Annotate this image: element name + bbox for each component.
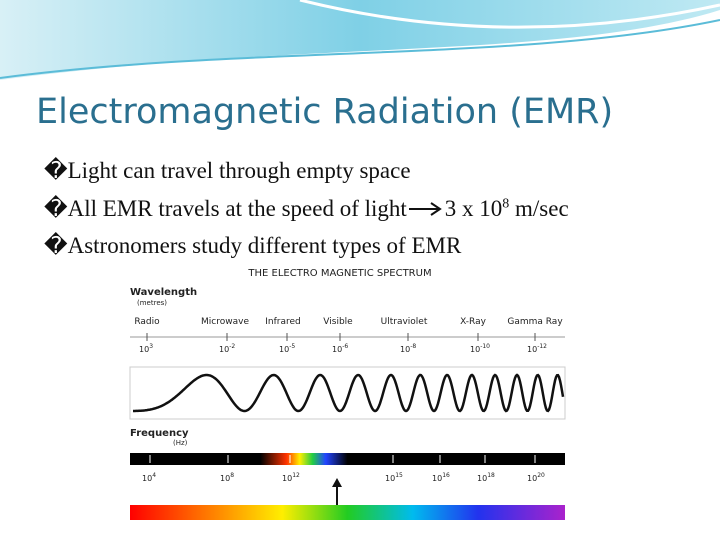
frequency-tick-label: 1012: [282, 472, 300, 483]
frequency-tick-label: 108: [220, 472, 234, 483]
wavelength-tick-label: 10-5: [279, 343, 295, 354]
tick-exponent: 18: [487, 472, 495, 479]
rainbow-bar: [130, 505, 565, 520]
bullet-marker: �: [44, 158, 68, 183]
tick-exponent: 16: [442, 472, 450, 479]
tick-exponent: 4: [152, 472, 156, 479]
tick-base: 10: [282, 474, 292, 483]
bullet-marker: �: [44, 233, 68, 258]
frequency-bar: [130, 453, 565, 465]
header-decoration: [0, 0, 720, 80]
bullet-unit: m/sec: [509, 196, 569, 221]
pointer-arrow-head: [332, 478, 342, 487]
frequency-tick-label: 1015: [385, 472, 403, 483]
tick-base: 10: [279, 345, 289, 354]
slide-title: Electromagnetic Radiation (EMR): [36, 92, 614, 132]
tick-base: 10: [527, 474, 537, 483]
arrow-icon: [408, 202, 442, 216]
frequency-tick-label: 1016: [432, 472, 450, 483]
swoosh-line: [0, 19, 720, 79]
tick-base: 10: [432, 474, 442, 483]
wavelength-tick-label: 10-6: [332, 343, 348, 354]
axis-label: Frequency: [130, 428, 189, 439]
bullet: �Light can travel through empty space: [44, 158, 411, 184]
tick-exponent: 12: [292, 472, 300, 479]
axis-unit: (Hz): [173, 439, 188, 447]
tick-base: 10: [400, 345, 410, 354]
bullet-text: Light can travel through empty space: [67, 158, 411, 183]
tick-base: 10: [385, 474, 395, 483]
tick-base: 10: [220, 474, 230, 483]
frequency-tick-label: 104: [142, 472, 156, 483]
tick-base: 10: [332, 345, 342, 354]
band-label: Gamma Ray: [507, 317, 563, 327]
tick-exponent: 8: [230, 472, 234, 479]
band-label: X-Ray: [460, 317, 487, 327]
tick-exponent: -2: [229, 343, 235, 350]
wave: [133, 373, 565, 413]
swoosh: [0, 0, 720, 80]
tick-base: 10: [477, 474, 487, 483]
spectrum-figure: THE ELECTRO MAGNETIC SPECTRUM Wavelength…: [125, 262, 570, 524]
band-label: Ultraviolet: [381, 317, 428, 327]
tick-exponent: 15: [395, 472, 403, 479]
wavelength-tick-label: 10-8: [400, 343, 416, 354]
bullet-exponent: 8: [502, 196, 510, 212]
bullet: �Astronomers study different types of EM…: [44, 233, 461, 259]
wavelength-tick-label: 103: [139, 343, 153, 354]
tick-base: 10: [527, 345, 537, 354]
band-label: Radio: [134, 317, 160, 327]
bullet-marker: �: [44, 196, 68, 221]
axis-unit: (metres): [137, 299, 167, 307]
axis-label: Wavelength: [130, 287, 197, 298]
frequency-tick-label: 1020: [527, 472, 545, 483]
band-label: Microwave: [201, 317, 249, 327]
figure-title: THE ELECTRO MAGNETIC SPECTRUM: [247, 268, 431, 279]
bullet-value: 3 x 10: [444, 196, 503, 221]
tick-exponent: -6: [342, 343, 348, 350]
bullet-text: All EMR travels at the speed of light: [67, 196, 407, 221]
swoosh-highlight: [299, 0, 720, 29]
tick-base: 10: [219, 345, 229, 354]
band-label: Infrared: [265, 317, 301, 327]
frequency-tick-label: 1018: [477, 472, 495, 483]
tick-base: 10: [139, 345, 149, 354]
wavelength-tick-label: 10-10: [470, 343, 490, 354]
tick-base: 10: [470, 345, 480, 354]
tick-exponent: -8: [410, 343, 416, 350]
bullet-text: Astronomers study different types of EMR: [67, 233, 462, 258]
tick-exponent: -5: [289, 343, 295, 350]
tick-exponent: 20: [537, 472, 545, 479]
bullet: �All EMR travels at the speed of light 3 …: [44, 196, 569, 222]
band-label: Visible: [323, 317, 353, 327]
wavelength-tick-label: 10-2: [219, 343, 235, 354]
tick-base: 10: [142, 474, 152, 483]
tick-exponent: 3: [149, 343, 153, 350]
tick-exponent: -12: [537, 343, 547, 350]
tick-exponent: -10: [480, 343, 490, 350]
wavelength-tick-label: 10-12: [527, 343, 547, 354]
